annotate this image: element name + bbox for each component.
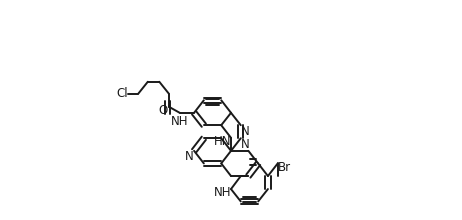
Text: NH: NH (171, 116, 188, 128)
Text: O: O (158, 104, 167, 117)
Text: Cl: Cl (116, 87, 128, 100)
Text: N: N (241, 125, 249, 138)
Text: NH: NH (213, 187, 231, 200)
Text: N: N (185, 150, 194, 163)
Text: HN: HN (213, 136, 231, 149)
Text: Br: Br (278, 161, 291, 174)
Text: N: N (241, 138, 249, 151)
